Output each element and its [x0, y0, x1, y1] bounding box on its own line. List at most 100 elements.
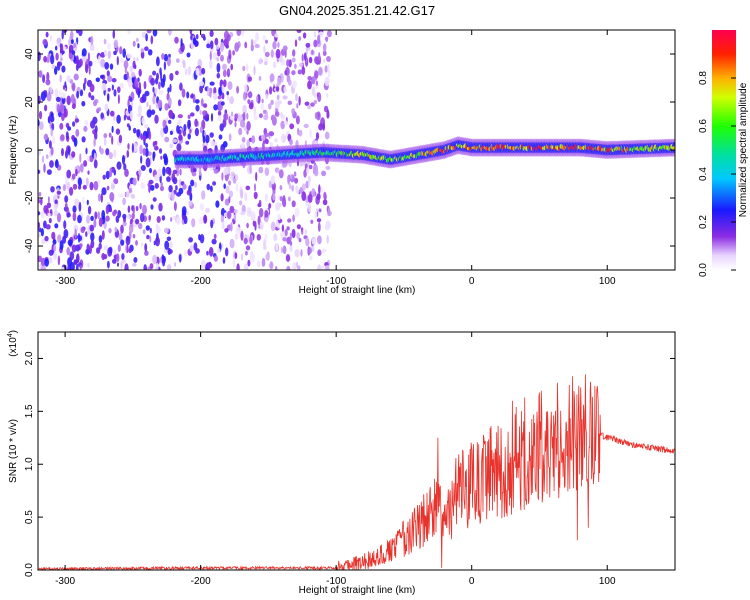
- spectrogram-cell: [152, 70, 157, 76]
- spectrogram-cell: [269, 73, 275, 82]
- spectrogram-cell: [178, 178, 182, 188]
- spectrogram-cell: [177, 114, 183, 119]
- spectrogram-cell: [268, 203, 272, 209]
- spectrogram-cell: [152, 197, 157, 202]
- spectrogram-cell: [57, 61, 63, 67]
- spectrogram-cell: [301, 66, 306, 75]
- colorbar-tick-label: 0.2: [698, 215, 709, 229]
- spectrogram-cell: [118, 193, 124, 198]
- spectrogram-cell: [121, 154, 126, 165]
- spectrogram-cell: [166, 56, 171, 67]
- spectrogram-cell: [246, 139, 250, 148]
- spectrogram-cell: [59, 103, 65, 113]
- spectrogram-cell: [297, 69, 302, 75]
- spectrogram-cell: [253, 191, 258, 200]
- spectrogram-cell: [121, 253, 125, 260]
- spectrogram-cell: [83, 160, 88, 167]
- spectrogram-cell: [209, 90, 212, 98]
- spectrogram-cell: [126, 53, 132, 59]
- spectrogram-cell: [131, 205, 134, 212]
- spectrogram-cell: [187, 66, 192, 76]
- spectrogram-cell: [86, 214, 90, 224]
- spectrogram-cell: [199, 109, 202, 115]
- spectrogram-cell: [263, 45, 266, 54]
- spectrogram-cell: [50, 146, 54, 156]
- spectrogram-cell: [135, 205, 139, 212]
- spectrogram-cell: [235, 113, 239, 119]
- spectrogram-cell: [236, 85, 240, 94]
- spectrogram-cell: [129, 97, 133, 102]
- spectrogram-cell: [225, 185, 230, 194]
- spectrogram-cell: [185, 140, 190, 145]
- spectrogram-cell: [128, 125, 131, 131]
- spectrogram-cell: [109, 192, 115, 202]
- spectrogram-cell: [182, 183, 187, 190]
- spectrogram-cell: [78, 201, 82, 212]
- spectrogram-y-tick-label: -20: [24, 190, 35, 205]
- spectrogram-cell: [61, 96, 66, 105]
- spectrogram-cell: [85, 147, 88, 155]
- spectrogram-cell: [73, 224, 79, 233]
- spectrogram-cell: [210, 219, 214, 229]
- spectrogram-cell: [309, 255, 313, 261]
- spectrogram-cell: [213, 168, 219, 174]
- spectrogram-cell: [265, 93, 269, 100]
- spectrogram-cell: [110, 110, 115, 117]
- spectrogram-cell: [254, 183, 256, 192]
- spectrogram-cell: [223, 167, 229, 176]
- spectrogram-cell: [116, 253, 120, 263]
- spectrogram-cell: [104, 103, 109, 112]
- spectrogram-cell: [61, 30, 64, 40]
- spectrogram-cell: [142, 229, 146, 235]
- spectrogram-cell: [146, 101, 149, 108]
- spectrogram-cell: [249, 253, 255, 263]
- spectrogram-cell: [40, 91, 46, 102]
- spectrogram-cell: [49, 120, 52, 130]
- spectrogram-cell: [187, 133, 191, 140]
- spectrogram-y-tick-label: 20: [24, 96, 35, 108]
- spectrogram-cell: [72, 121, 76, 127]
- spectrogram-cell: [184, 68, 188, 76]
- spectrogram-cell: [89, 224, 95, 232]
- spectrogram-cell: [194, 127, 199, 137]
- spectrogram-cell: [73, 260, 78, 265]
- spectrogram-cell: [139, 202, 142, 210]
- spectrogram-cell: [51, 231, 56, 240]
- spectrogram-cell: [46, 71, 50, 82]
- spectrogram-cell: [138, 81, 141, 91]
- spectrogram-cell: [160, 78, 165, 88]
- spectrogram-cell: [67, 146, 71, 156]
- spectrogram-cell: [296, 232, 300, 240]
- spectrogram-cell: [169, 130, 173, 135]
- spectrogram-cell: [101, 230, 105, 240]
- spectrogram-cell: [85, 231, 88, 238]
- spectrogram-cell: [220, 41, 224, 52]
- spectrogram-cell: [265, 253, 269, 261]
- spectrogram-cell: [203, 114, 206, 121]
- spectrogram-cell: [240, 189, 244, 199]
- snr-y-tick-label: 2.0: [24, 351, 35, 365]
- spectrogram-cell: [189, 30, 193, 35]
- spectrogram-cell: [234, 42, 240, 52]
- spectrogram-cell: [303, 123, 309, 129]
- spectrogram-cell: [162, 153, 168, 160]
- spectrogram-cell: [82, 184, 87, 190]
- spectrogram-cell: [198, 217, 204, 225]
- spectrogram-cell: [140, 242, 143, 247]
- spectrogram-cell: [137, 43, 140, 49]
- spectrogram-cell: [54, 159, 59, 169]
- spectrogram-cell: [90, 232, 95, 242]
- spectrogram-cell: [54, 223, 59, 229]
- colorbar-tick-label: 0.4: [698, 167, 709, 181]
- spectrogram-cell: [217, 110, 222, 116]
- spectrogram-cell: [280, 246, 283, 254]
- spectrogram-cell: [164, 136, 170, 143]
- spectrogram-cell: [286, 59, 290, 67]
- spectrogram-cell: [242, 104, 247, 115]
- spectrogram-cell: [133, 257, 138, 263]
- spectrogram-cell: [312, 164, 319, 174]
- spectrogram-cell: [264, 132, 270, 137]
- spectrogram-cell: [179, 82, 183, 91]
- spectrogram-cell: [274, 138, 278, 143]
- spectrogram-cell: [41, 239, 46, 245]
